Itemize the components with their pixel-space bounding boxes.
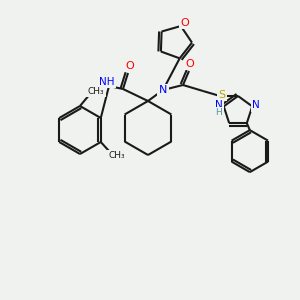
Text: H: H (215, 108, 222, 117)
Text: O: O (126, 61, 134, 71)
Text: N: N (159, 85, 167, 95)
Text: N: N (215, 100, 223, 110)
Text: NH: NH (99, 77, 115, 87)
Text: CH₃: CH₃ (109, 152, 125, 160)
Text: N: N (252, 100, 260, 110)
Text: S: S (218, 90, 226, 100)
Text: O: O (180, 18, 189, 28)
Text: O: O (186, 59, 194, 69)
Text: CH₃: CH₃ (88, 86, 104, 95)
